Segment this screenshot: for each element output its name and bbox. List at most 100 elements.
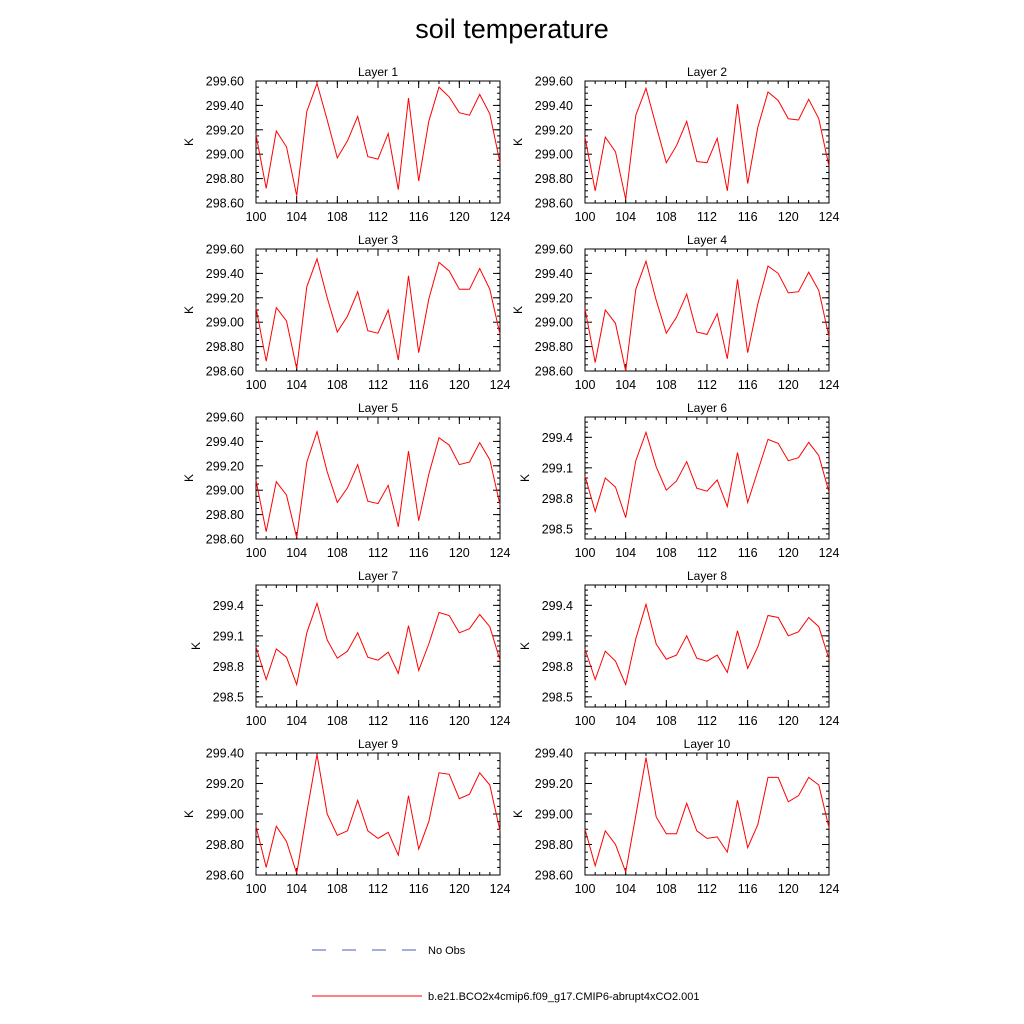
x-tick-label: 100 xyxy=(575,378,596,392)
x-tick-label: 120 xyxy=(778,714,799,728)
panel-title: Layer 10 xyxy=(684,737,731,751)
x-tick-label: 108 xyxy=(656,210,677,224)
y-axis-label: K xyxy=(182,474,196,482)
y-tick-label: 299.40 xyxy=(535,267,573,281)
x-tick-label: 120 xyxy=(449,882,470,896)
y-tick-label: 299.4 xyxy=(542,431,573,445)
x-tick-label: 112 xyxy=(368,378,388,392)
y-tick-label: 299.00 xyxy=(206,148,244,162)
y-tick-label: 299.40 xyxy=(206,99,244,113)
panel-layer-1: Layer 1 100 104 108 112 116 120 124 298.60 298.80… xyxy=(182,65,510,224)
series-line-layer-5 xyxy=(255,429,501,538)
panel-layer-4: Layer 4 100 104 108 112 116 120 124 298.60 298.80… xyxy=(511,233,839,392)
y-tick-label: 299.60 xyxy=(206,411,244,425)
y-tick-label: 298.80 xyxy=(206,838,244,852)
legend: No Obs b.e21.BCO2x4cmip6.f09_g17.CMIP6-ab… xyxy=(312,945,700,1003)
panel-title: Layer 7 xyxy=(358,569,398,583)
y-tick-label: 299.00 xyxy=(535,148,573,162)
series-line-layer-7 xyxy=(255,601,501,687)
legend-label-2: b.e21.BCO2x4cmip6.f09_g17.CMIP6-abrupt4x… xyxy=(428,991,700,1003)
x-tick-label: 124 xyxy=(490,378,511,392)
plot-frame xyxy=(255,752,501,876)
y-tick-label: 299.20 xyxy=(206,123,244,137)
x-tick-label: 112 xyxy=(697,714,717,728)
y-tick-label: 299.20 xyxy=(206,459,244,473)
y-tick-label: 299.40 xyxy=(535,747,573,761)
y-tick-label: 299.4 xyxy=(213,599,244,613)
y-tick-label: 298.80 xyxy=(206,172,244,186)
x-tick-label: 124 xyxy=(490,210,511,224)
plot-frame xyxy=(255,248,501,372)
x-tick-label: 108 xyxy=(327,714,348,728)
series-line-layer-10 xyxy=(584,757,830,874)
y-tick-label: 299.1 xyxy=(542,629,573,643)
y-tick-label: 298.80 xyxy=(535,172,573,186)
x-tick-label: 116 xyxy=(738,714,758,728)
x-tick-label: 104 xyxy=(615,378,636,392)
y-tick-label: 299.60 xyxy=(206,243,244,257)
panel-title: Layer 1 xyxy=(358,65,398,79)
y-tick-label: 299.40 xyxy=(206,267,244,281)
x-tick-label: 104 xyxy=(615,714,636,728)
panel-layer-2: Layer 2 100 104 108 112 116 120 124 298.60 298.80… xyxy=(511,65,839,224)
x-tick-label: 100 xyxy=(246,378,267,392)
x-tick-label: 100 xyxy=(246,714,267,728)
series-line-layer-4 xyxy=(584,259,830,372)
y-tick-label: 298.60 xyxy=(535,869,573,883)
y-tick-label: 298.60 xyxy=(206,197,244,211)
y-tick-label: 298.60 xyxy=(206,869,244,883)
y-tick-label: 299.40 xyxy=(206,435,244,449)
x-tick-label: 124 xyxy=(490,714,511,728)
x-tick-label: 112 xyxy=(368,546,388,560)
x-tick-label: 108 xyxy=(327,210,348,224)
y-tick-label: 299.60 xyxy=(535,75,573,89)
x-tick-label: 108 xyxy=(327,882,348,896)
series-line-layer-1 xyxy=(255,81,501,196)
y-tick-label: 298.60 xyxy=(206,533,244,547)
x-tick-label: 104 xyxy=(286,378,307,392)
x-tick-label: 124 xyxy=(490,546,511,560)
x-tick-label: 120 xyxy=(778,546,799,560)
plot-frame xyxy=(584,80,830,204)
x-tick-label: 120 xyxy=(449,714,470,728)
x-tick-label: 124 xyxy=(490,882,511,896)
y-axis-label: K xyxy=(518,474,532,482)
panel-grid: Layer 1 100 104 108 112 116 120 124 298.60 298.80… xyxy=(182,65,839,896)
panel-title: Layer 8 xyxy=(687,569,727,583)
panel-layer-3: Layer 3 100 104 108 112 116 120 124 298.60 298.80… xyxy=(182,233,510,392)
x-tick-label: 120 xyxy=(449,210,470,224)
x-tick-label: 100 xyxy=(575,882,596,896)
x-tick-label: 116 xyxy=(738,378,758,392)
x-tick-label: 100 xyxy=(575,714,596,728)
x-tick-label: 112 xyxy=(697,882,717,896)
panel-layer-6: Layer 6 100 104 108 112 116 120 124 298.5 298.8 29… xyxy=(518,401,839,560)
x-tick-label: 100 xyxy=(575,210,596,224)
legend-label-1: No Obs xyxy=(428,945,466,957)
figure-title: soil temperature xyxy=(415,14,609,44)
x-tick-label: 108 xyxy=(327,378,348,392)
y-tick-label: 298.8 xyxy=(542,660,573,674)
x-tick-label: 124 xyxy=(819,210,840,224)
plot-frame xyxy=(584,752,830,876)
panel-title: Layer 4 xyxy=(687,233,727,247)
x-tick-label: 124 xyxy=(819,378,840,392)
y-tick-label: 299.20 xyxy=(535,291,573,305)
y-tick-label: 299.1 xyxy=(213,629,244,643)
plot-frame xyxy=(255,584,501,708)
x-tick-label: 124 xyxy=(819,546,840,560)
x-tick-label: 112 xyxy=(368,882,388,896)
x-tick-label: 104 xyxy=(615,882,636,896)
y-tick-label: 299.60 xyxy=(206,75,244,89)
y-tick-label: 298.5 xyxy=(542,522,573,536)
y-axis-label: K xyxy=(511,138,525,146)
y-tick-label: 298.5 xyxy=(213,690,244,704)
series-line-layer-2 xyxy=(584,86,830,200)
y-axis-label: K xyxy=(518,642,532,650)
x-tick-label: 116 xyxy=(409,378,429,392)
panel-title: Layer 3 xyxy=(358,233,398,247)
x-tick-label: 120 xyxy=(449,546,470,560)
y-axis-label: K xyxy=(189,642,203,650)
plot-frame xyxy=(255,80,501,204)
x-tick-label: 120 xyxy=(449,378,470,392)
y-axis-label: K xyxy=(511,810,525,818)
